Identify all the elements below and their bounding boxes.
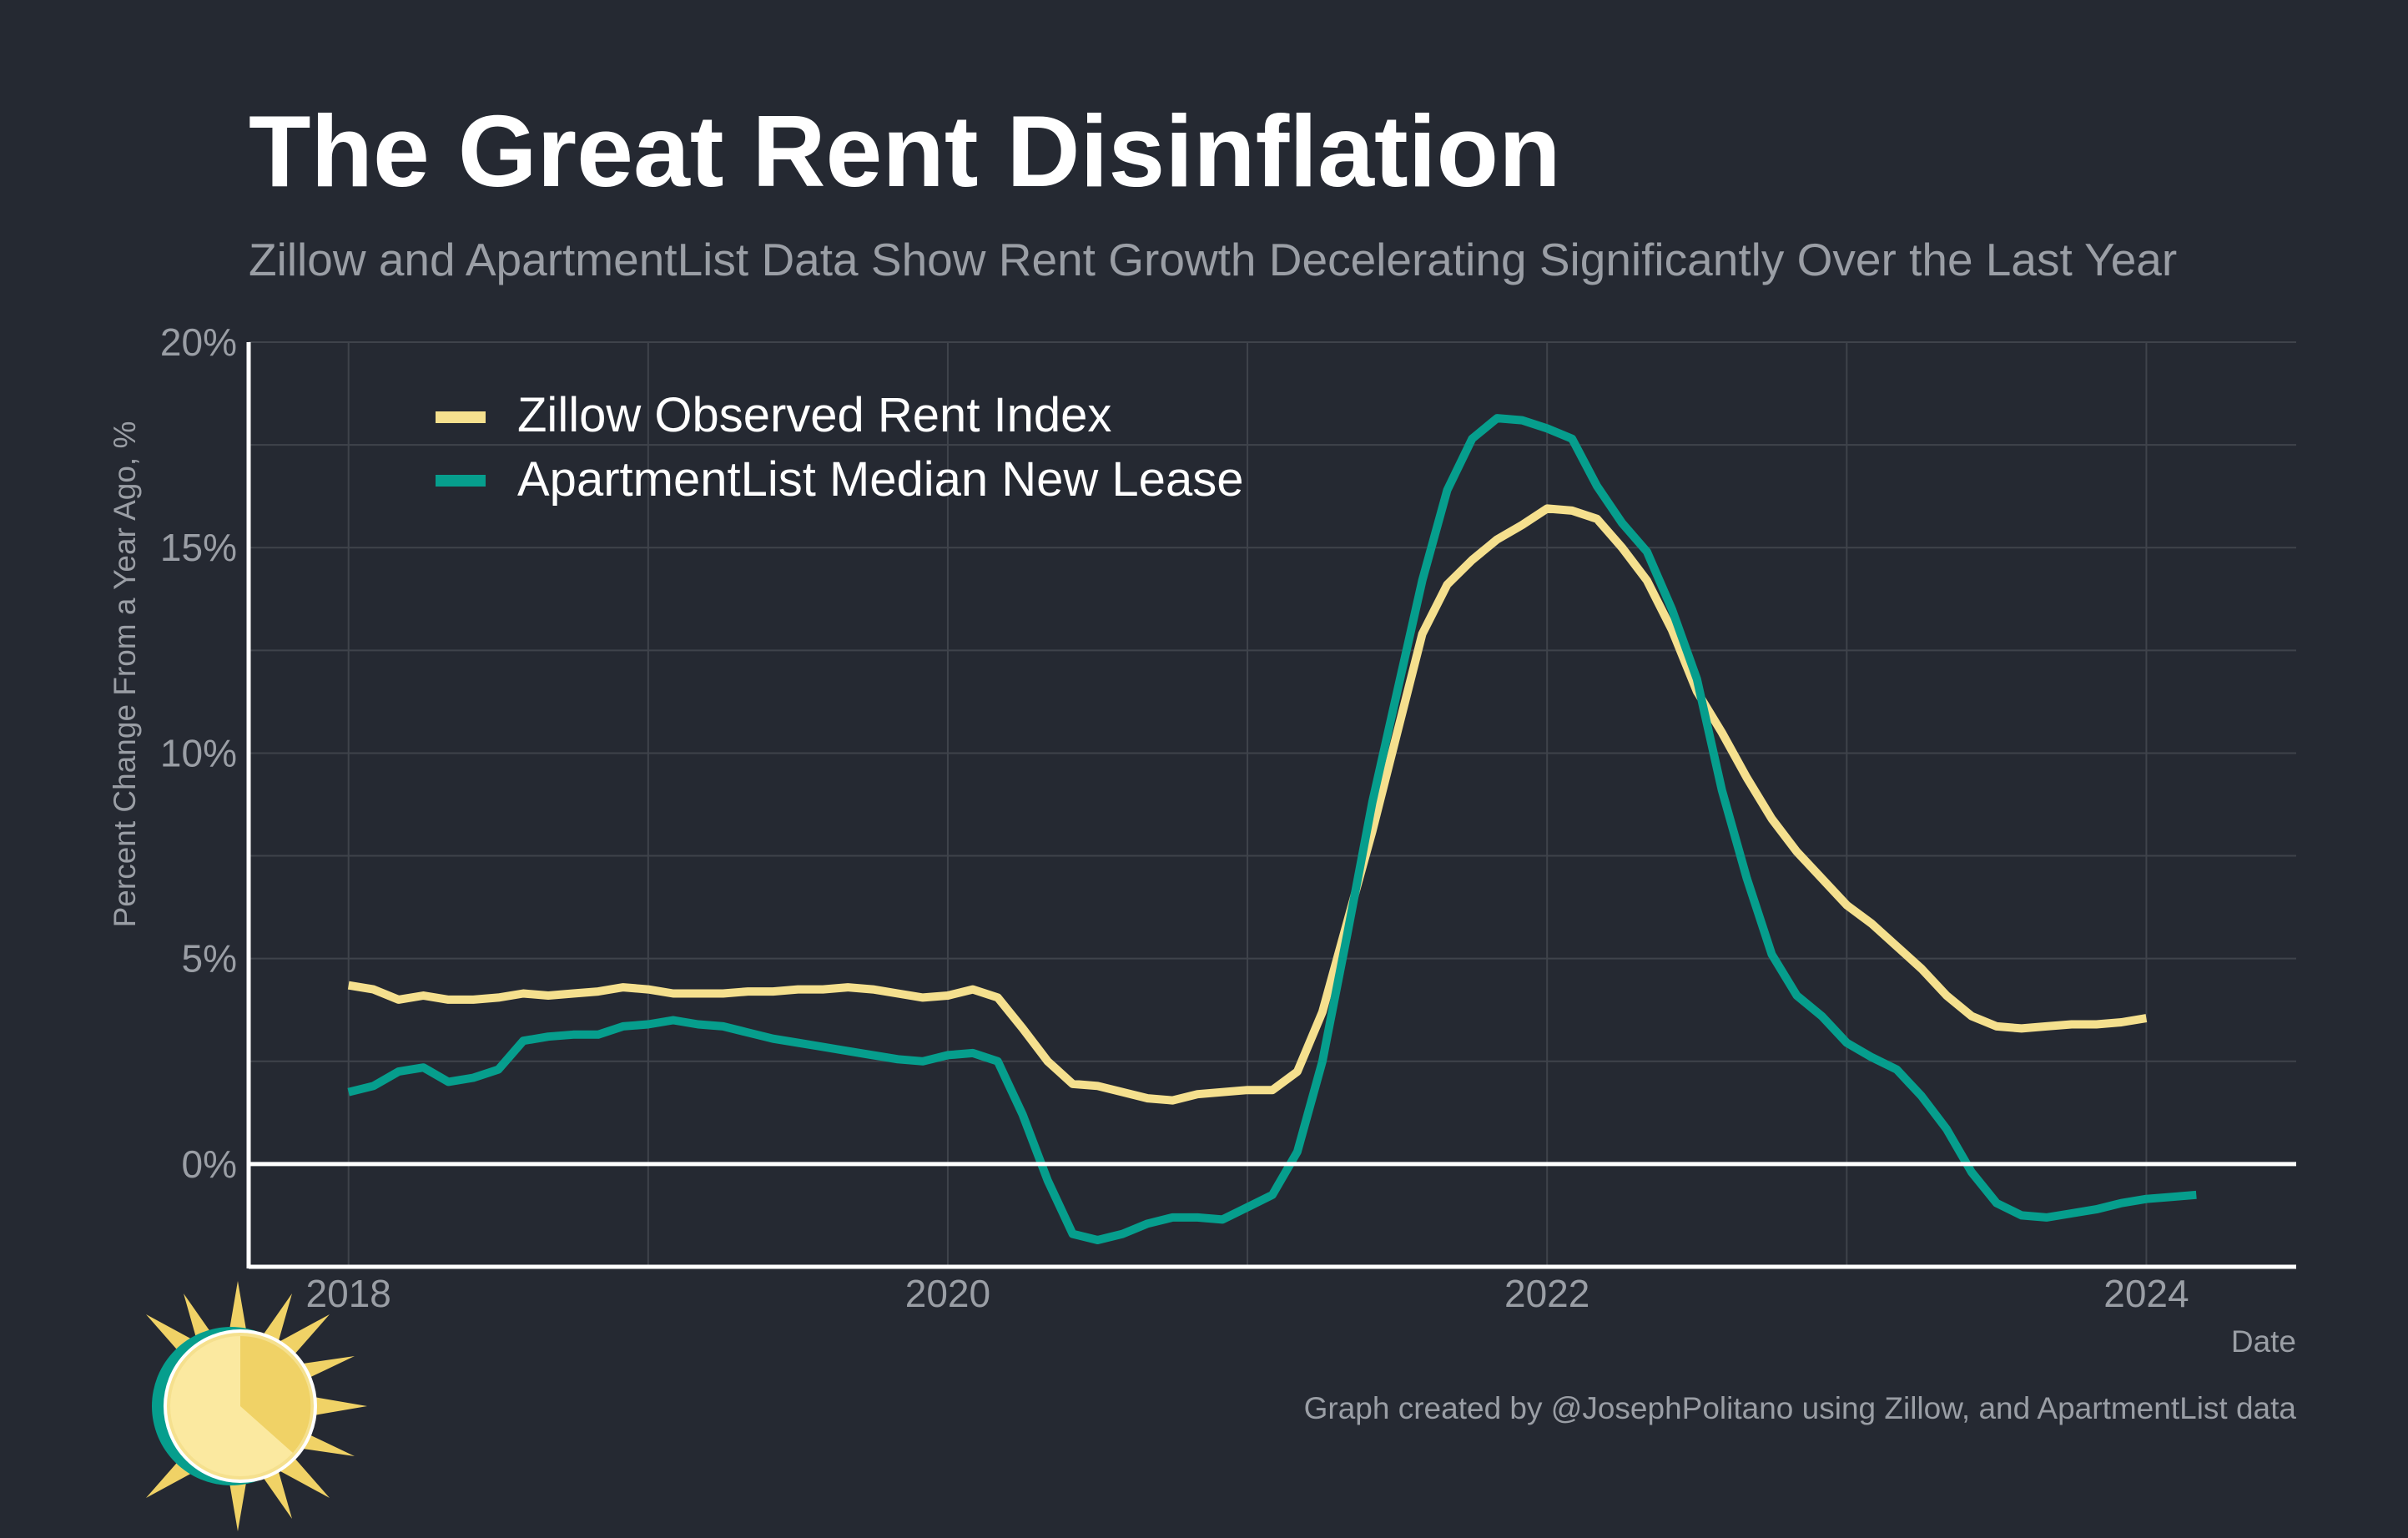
x-tick-label: 2020 <box>905 1272 990 1315</box>
series-line-zillow <box>347 504 2148 1105</box>
sun-logo-icon <box>146 1281 367 1531</box>
legend-label-apartmentlist: ApartmentList Median New Lease <box>517 452 1243 507</box>
tick-layer: 0% 5% 10% 15% 20% 2018 2020 2022 2024 <box>160 320 2189 1315</box>
grid-layer <box>249 341 2296 1267</box>
series-layer <box>347 414 2197 1244</box>
legend: Zillow Observed Rent Index ApartmentList… <box>436 388 1243 507</box>
chart-title: The Great Rent Disinflation <box>249 94 1561 208</box>
y-axis-label: Percent Change From a Year Ago, % <box>108 421 142 928</box>
y-tick-label: 15% <box>160 526 237 569</box>
legend-label-zillow: Zillow Observed Rent Index <box>517 388 1111 442</box>
chart-subtitle: Zillow and ApartmentList Data Show Rent … <box>249 234 2177 285</box>
chart-caption: Graph created by @JosephPolitano using Z… <box>1304 1391 2297 1425</box>
x-axis-label: Date <box>2231 1324 2296 1359</box>
y-tick-label: 20% <box>160 320 237 364</box>
y-tick-label: 5% <box>182 937 237 981</box>
x-tick-label: 2022 <box>1504 1272 1589 1315</box>
y-tick-label: 0% <box>182 1142 237 1186</box>
series-line-apartmentlist <box>347 414 2197 1244</box>
x-tick-label: 2024 <box>2103 1272 2189 1315</box>
y-tick-label: 10% <box>160 731 237 774</box>
x-tick-label: 2018 <box>306 1272 391 1315</box>
